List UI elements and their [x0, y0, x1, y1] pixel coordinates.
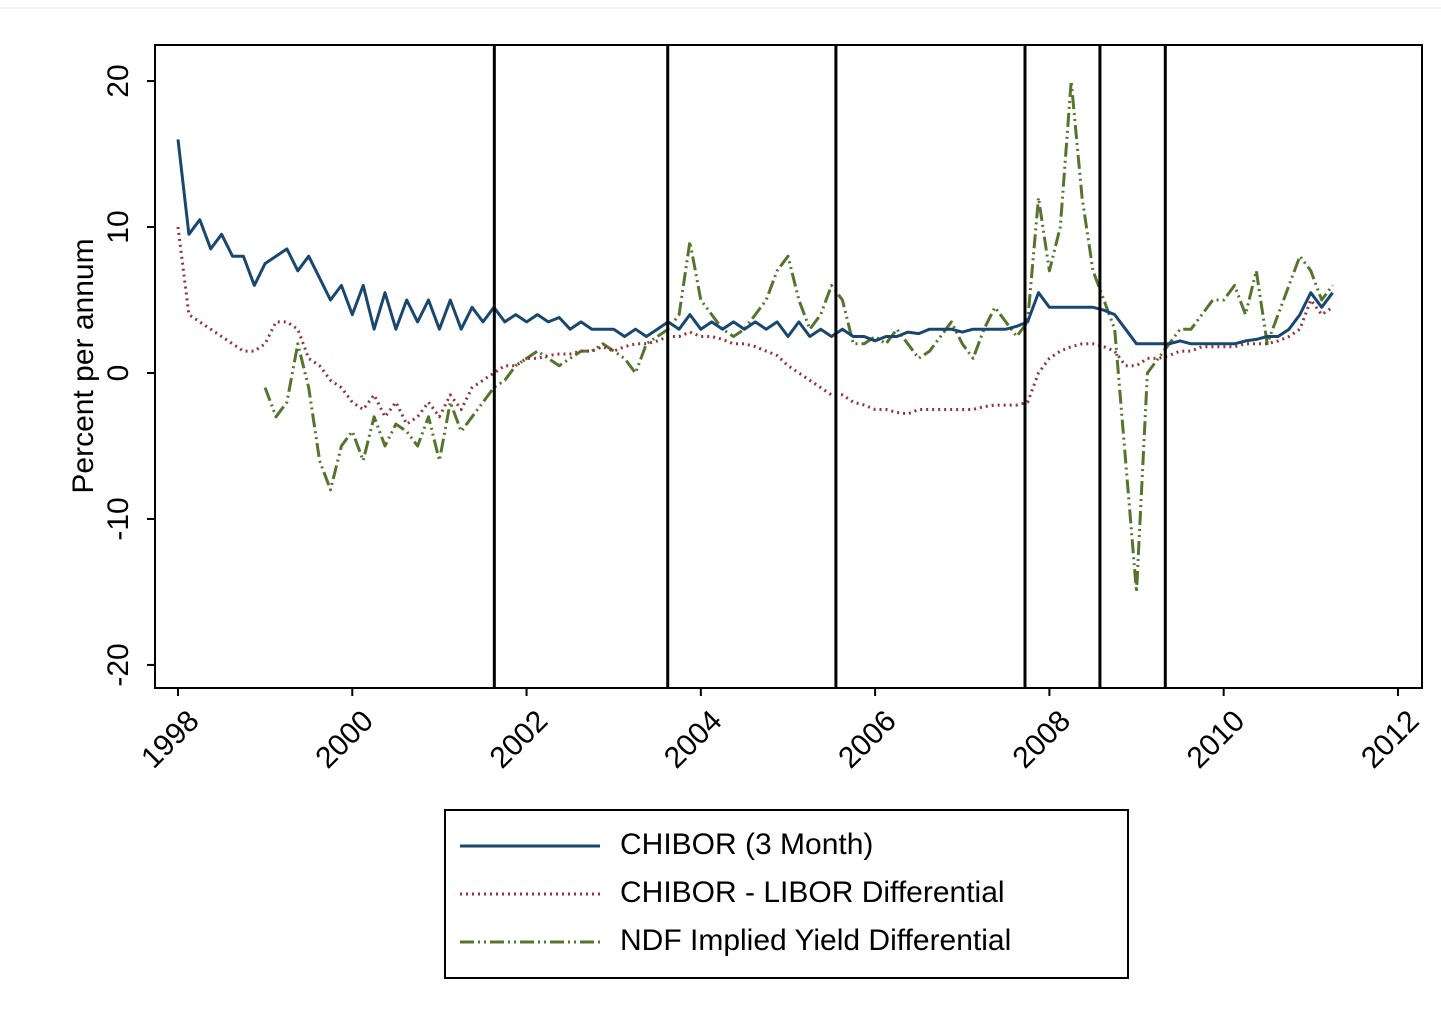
series-line	[263, 79, 1334, 594]
series-line	[176, 226, 1334, 426]
y-tick-label: 10	[102, 210, 135, 243]
legend-label: CHIBOR (3 Month)	[620, 828, 873, 861]
plot-frame	[154, 44, 1423, 689]
y-tick-label: -10	[102, 497, 135, 540]
y-axis-label: Percent per annum	[67, 238, 100, 493]
legend-label: NDF Implied Yield Differential	[620, 924, 1011, 957]
y-tick-label: 20	[102, 64, 135, 97]
series-line	[176, 139, 1334, 346]
legend-label: CHIBOR - LIBOR Differential	[620, 876, 1005, 909]
y-tick-label: 0	[102, 365, 135, 382]
legend-box	[444, 809, 1129, 979]
y-tick-label: -20	[102, 643, 135, 686]
